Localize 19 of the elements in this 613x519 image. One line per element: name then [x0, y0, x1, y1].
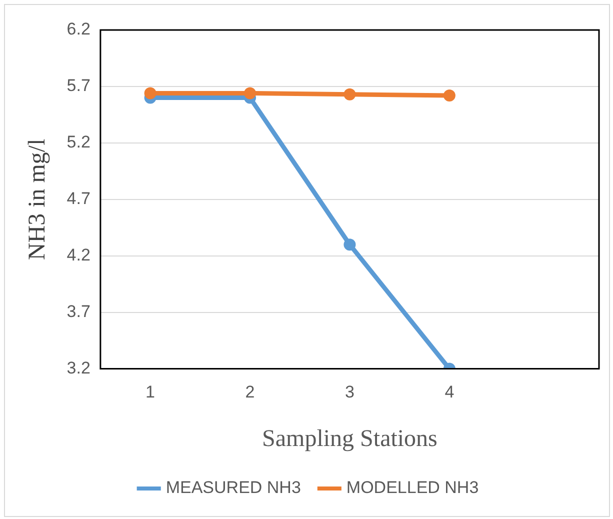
- x-axis-title: Sampling Stations: [262, 426, 438, 452]
- y-tick-label: 3.2: [66, 358, 90, 378]
- y-tick-label: 6.2: [66, 20, 90, 39]
- y-tick-label: 3.7: [66, 302, 90, 322]
- legend-label: MEASURED NH3: [166, 478, 301, 498]
- y-axis-title: NH3 in mg/l: [24, 138, 51, 260]
- y-tick-label: 4.2: [66, 246, 90, 265]
- point: [443, 90, 456, 102]
- point: [144, 87, 156, 100]
- y-tick-label: 4.7: [66, 189, 90, 208]
- legend-label: MODELLED NH3: [346, 478, 479, 498]
- x-tick-label: 4: [444, 382, 454, 402]
- y-tick-label: 5.2: [66, 132, 90, 152]
- point: [244, 87, 256, 100]
- x-tick-label: 1: [146, 382, 156, 402]
- x-tick-label: 3: [344, 382, 354, 402]
- y-tick-label: 5.7: [66, 76, 90, 96]
- point: [344, 88, 356, 100]
- x-tick-label: 2: [245, 382, 255, 402]
